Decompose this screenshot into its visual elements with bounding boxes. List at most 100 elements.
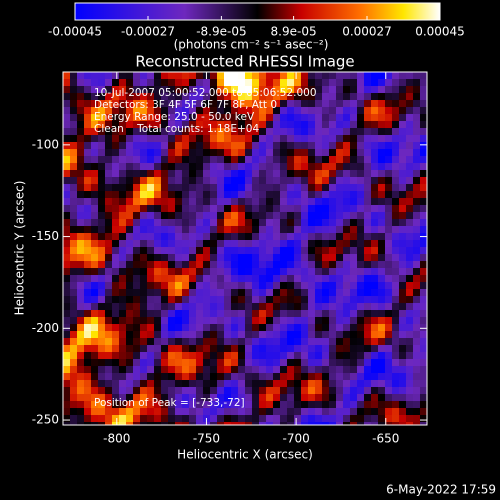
image-pixel <box>420 338 427 345</box>
image-pixel <box>196 142 203 149</box>
image-pixel <box>420 310 427 317</box>
image-pixel <box>217 373 224 380</box>
image-pixel <box>357 226 364 233</box>
image-pixel <box>378 261 385 268</box>
image-pixel <box>420 170 427 177</box>
image-pixel <box>231 240 238 247</box>
image-pixel <box>189 394 196 401</box>
image-pixel <box>343 408 350 415</box>
image-pixel <box>259 401 266 408</box>
image-pixel <box>98 408 105 415</box>
image-pixel <box>245 177 252 184</box>
image-pixel <box>259 345 266 352</box>
image-pixel <box>119 163 126 170</box>
image-pixel <box>336 233 343 240</box>
image-pixel <box>98 72 105 79</box>
image-pixel <box>315 303 322 310</box>
image-pixel <box>399 93 406 100</box>
image-pixel <box>175 72 182 79</box>
image-pixel <box>84 212 91 219</box>
image-pixel <box>399 135 406 142</box>
image-pixel <box>238 212 245 219</box>
image-pixel <box>105 233 112 240</box>
image-pixel <box>329 247 336 254</box>
image-pixel <box>196 170 203 177</box>
image-pixel <box>70 373 77 380</box>
image-pixel <box>154 219 161 226</box>
image-pixel <box>399 121 406 128</box>
image-pixel <box>112 324 119 331</box>
image-pixel <box>203 86 210 93</box>
image-pixel <box>147 282 154 289</box>
image-pixel <box>224 310 231 317</box>
image-pixel <box>336 275 343 282</box>
image-pixel <box>77 331 84 338</box>
image-pixel <box>378 163 385 170</box>
image-pixel <box>294 233 301 240</box>
image-pixel <box>98 366 105 373</box>
image-pixel <box>196 205 203 212</box>
image-pixel <box>315 415 322 422</box>
image-pixel <box>336 240 343 247</box>
image-pixel <box>343 282 350 289</box>
image-pixel <box>140 401 147 408</box>
image-pixel <box>161 170 168 177</box>
image-pixel <box>413 282 420 289</box>
image-pixel <box>189 254 196 261</box>
image-pixel <box>294 338 301 345</box>
image-pixel <box>203 79 210 86</box>
image-pixel <box>77 296 84 303</box>
image-pixel <box>203 408 210 415</box>
image-pixel <box>112 296 119 303</box>
image-pixel <box>301 373 308 380</box>
image-pixel <box>294 177 301 184</box>
image-pixel <box>210 142 217 149</box>
image-pixel <box>259 394 266 401</box>
image-pixel <box>322 170 329 177</box>
image-pixel <box>189 100 196 107</box>
image-pixel <box>350 408 357 415</box>
image-pixel <box>147 247 154 254</box>
image-pixel <box>273 177 280 184</box>
image-pixel <box>63 317 70 324</box>
image-pixel <box>182 198 189 205</box>
image-pixel <box>294 345 301 352</box>
image-pixel <box>91 86 98 93</box>
image-pixel <box>63 282 70 289</box>
image-pixel <box>336 177 343 184</box>
image-pixel <box>140 100 147 107</box>
image-pixel <box>357 100 364 107</box>
image-pixel <box>371 331 378 338</box>
image-pixel <box>371 107 378 114</box>
image-pixel <box>63 107 70 114</box>
image-pixel <box>238 324 245 331</box>
image-pixel <box>406 142 413 149</box>
image-pixel <box>119 373 126 380</box>
image-pixel <box>378 93 385 100</box>
image-pixel <box>371 163 378 170</box>
image-pixel <box>140 324 147 331</box>
image-pixel <box>294 408 301 415</box>
colorbar-tick-label: -0.00027 <box>121 25 175 39</box>
image-pixel <box>77 324 84 331</box>
image-pixel <box>210 352 217 359</box>
image-pixel <box>336 219 343 226</box>
image-pixel <box>168 149 175 156</box>
image-pixel <box>350 303 357 310</box>
image-pixel <box>259 72 266 79</box>
image-pixel <box>329 100 336 107</box>
image-pixel <box>91 184 98 191</box>
image-pixel <box>77 310 84 317</box>
image-pixel <box>343 303 350 310</box>
image-pixel <box>210 261 217 268</box>
image-pixel <box>406 240 413 247</box>
image-pixel <box>392 191 399 198</box>
image-pixel <box>119 394 126 401</box>
image-pixel <box>308 401 315 408</box>
image-pixel <box>217 338 224 345</box>
image-pixel <box>77 352 84 359</box>
image-pixel <box>336 359 343 366</box>
image-pixel <box>266 275 273 282</box>
image-pixel <box>252 324 259 331</box>
image-pixel <box>329 219 336 226</box>
